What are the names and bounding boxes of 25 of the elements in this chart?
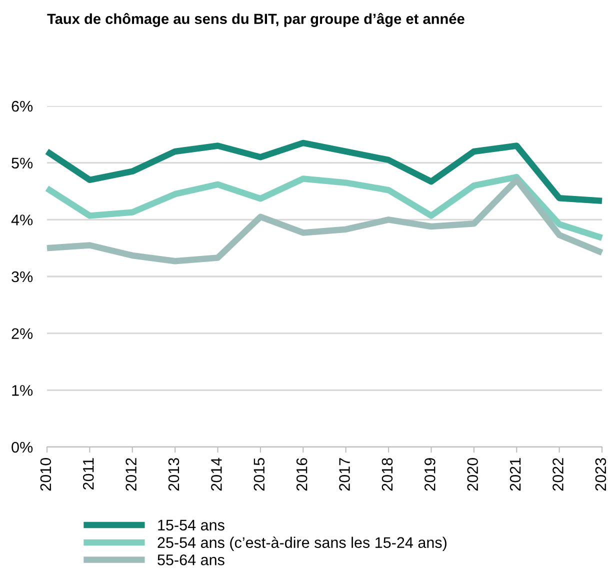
y-tick-label: 3%: [12, 271, 33, 282]
y-tick-label: 2%: [12, 328, 33, 339]
y-tick-label: 5%: [12, 158, 33, 169]
x-tick-label: 2018: [382, 458, 393, 491]
x-tick-label: 2017: [339, 458, 350, 491]
legend-label: 55-64 ans: [158, 554, 224, 566]
x-tick-label: 2015: [254, 458, 265, 491]
y-tick-label: 6%: [12, 100, 33, 112]
y-tick-label: 4%: [11, 214, 33, 226]
chart-title: Taux de chômage au sens du BIT, par groupe d’âge et année: [47, 13, 464, 27]
x-tick-label: 2013: [168, 458, 180, 491]
x-tick-label: 2012: [126, 458, 136, 491]
legend-label: 25-54 ans (c’est-à-dire sans les 15-24 ans): [158, 536, 446, 551]
x-tick-label: 2019: [424, 458, 436, 491]
x-tick-label: 2023: [595, 458, 606, 491]
x-tick-label: 2020: [467, 458, 478, 491]
x-tick-label: 2022: [552, 458, 564, 491]
legend-label: 15-54 ans: [158, 520, 224, 531]
x-tick-label: 2011: [82, 458, 94, 490]
y-tick-label: 1%: [12, 385, 33, 396]
x-tick-label: 2014: [211, 458, 222, 491]
x-tick-label: 2010: [40, 458, 52, 491]
y-tick-label: 0%: [12, 442, 33, 453]
x-tick-label: 2016: [296, 458, 308, 491]
x-tick-label: 2021: [510, 458, 521, 491]
